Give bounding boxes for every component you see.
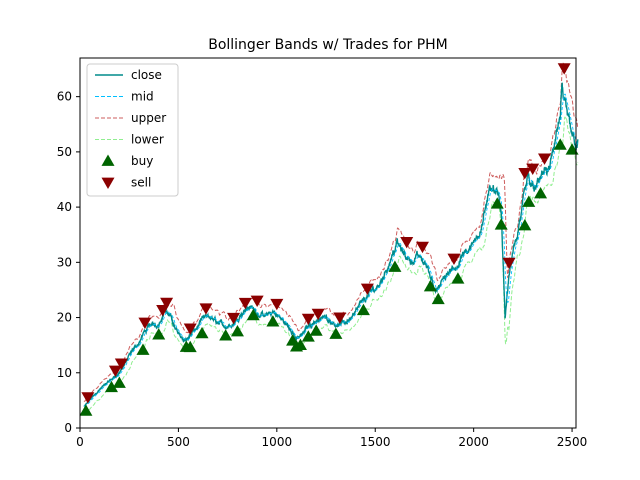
x-tick-label: 500 xyxy=(167,435,190,449)
sell-marker xyxy=(108,365,122,377)
sell-marker xyxy=(360,283,374,295)
buy-marker xyxy=(451,272,465,284)
sell-marker xyxy=(250,295,264,307)
buy-marker xyxy=(388,260,402,272)
buy-marker xyxy=(518,219,532,231)
upper-band-line xyxy=(83,62,579,402)
sell-marker xyxy=(502,257,516,270)
sell-marker xyxy=(81,392,95,404)
buy-marker xyxy=(522,195,536,207)
legend-label-close: close xyxy=(131,68,162,82)
x-tick-label: 2500 xyxy=(557,435,588,449)
sell-marker xyxy=(447,253,461,266)
buy-marker xyxy=(293,338,307,351)
legend-swatch-sell xyxy=(101,177,115,189)
sell-marker xyxy=(183,323,197,335)
buy-marker xyxy=(494,218,508,230)
y-tick-label: 20 xyxy=(57,311,72,325)
legend-label-sell: sell xyxy=(131,176,151,190)
y-tick-label: 60 xyxy=(57,90,72,104)
sell-marker xyxy=(400,237,414,249)
buy-marker xyxy=(112,376,126,388)
legend-label-buy: buy xyxy=(131,154,153,168)
sell-marker xyxy=(199,303,213,315)
x-tick-label: 2000 xyxy=(458,435,489,449)
sell-marker xyxy=(518,167,532,180)
x-tick-label: 1500 xyxy=(360,435,391,449)
lower-band-line xyxy=(83,116,579,412)
buy-marker xyxy=(104,380,118,393)
mid-line xyxy=(83,93,579,407)
sell-marker xyxy=(160,297,174,310)
legend-swatch-buy xyxy=(101,154,115,166)
sell-marker xyxy=(114,358,128,370)
chart-title: Bollinger Bands w/ Trades for PHM xyxy=(208,37,448,53)
sell-marker xyxy=(415,241,429,254)
sell-marker xyxy=(227,312,241,325)
buy-marker xyxy=(534,186,548,199)
buy-marker xyxy=(266,315,280,327)
sell-marker xyxy=(301,313,315,326)
legend-label-lower: lower xyxy=(131,133,164,147)
buy-marker xyxy=(79,404,93,416)
axes: 0 500 1000 1500 2000 2500 0 10 20 30 40 50 60 xyxy=(57,57,588,449)
buy-marker xyxy=(183,340,197,353)
legend-label-upper: upper xyxy=(131,111,166,125)
x-tick-label: 0 xyxy=(76,435,84,449)
buy-marker xyxy=(219,329,233,341)
x-tick-label: 1000 xyxy=(262,435,293,449)
sell-marker xyxy=(526,163,540,176)
buy-marker xyxy=(136,343,150,355)
buy-marker xyxy=(553,138,567,150)
sell-marker xyxy=(238,297,252,310)
buy-marker xyxy=(301,330,315,342)
axes-frame xyxy=(79,57,577,429)
buy-marker xyxy=(309,324,323,336)
buy-marker xyxy=(423,279,437,292)
sell-marker xyxy=(138,317,152,329)
buy-marker xyxy=(230,324,244,337)
y-tick-label: 40 xyxy=(57,200,72,214)
plot-area xyxy=(79,62,579,416)
buy-marker xyxy=(565,143,579,155)
y-tick-label: 50 xyxy=(57,145,72,159)
sell-marker xyxy=(538,153,552,165)
buy-marker xyxy=(329,327,343,339)
sell-marker xyxy=(311,308,325,321)
sell-marker xyxy=(333,312,347,324)
buy-marker xyxy=(356,303,370,316)
y-tick-label: 0 xyxy=(64,421,72,435)
buy-marker xyxy=(431,292,445,305)
y-tick-label: 30 xyxy=(57,255,72,269)
sell-marker xyxy=(557,63,571,75)
buy-marker xyxy=(195,326,209,339)
legend: close mid upper lower buy sell xyxy=(86,63,179,197)
sell-marker xyxy=(270,298,284,311)
buy-marker xyxy=(152,328,166,340)
buy-marker xyxy=(490,197,504,209)
y-tick-label: 10 xyxy=(57,366,72,380)
buy-marker xyxy=(246,308,260,321)
legend-label-mid: mid xyxy=(131,90,154,104)
